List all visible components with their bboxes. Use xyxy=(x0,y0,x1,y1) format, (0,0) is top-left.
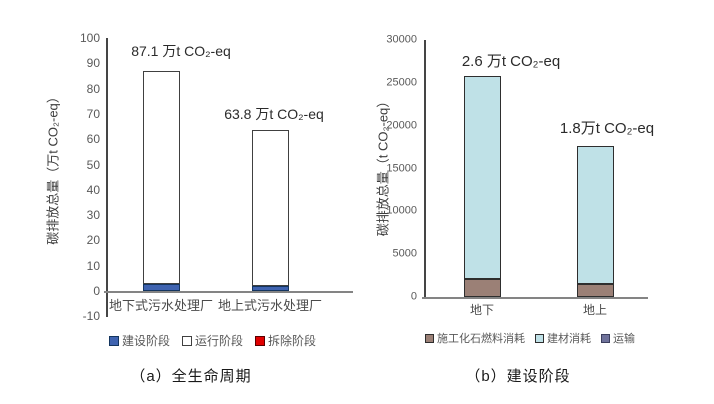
bar-segment-construction-phase xyxy=(251,286,289,291)
y-tick-label: 0 xyxy=(93,284,100,298)
bar-segment-building-materials xyxy=(463,75,501,279)
y-tick-label: 20 xyxy=(86,233,100,248)
y-axis xyxy=(424,40,426,298)
y-tick-label: -10 xyxy=(82,309,100,324)
y-tick-label: 5000 xyxy=(392,247,417,260)
y-axis xyxy=(106,38,108,317)
legend-swatch-building-materials xyxy=(535,333,544,343)
legend-label: 建材消耗 xyxy=(547,333,591,345)
bar-total-label: 87.1 万t CO₂-eq xyxy=(131,43,231,59)
legend-label: 运行阶段 xyxy=(194,334,243,348)
y-tick-label: 40 xyxy=(86,182,100,197)
bar-segment-operation-phase xyxy=(251,129,289,287)
x-category-label: 地下式污水处理厂 xyxy=(108,298,214,313)
y-tick-label: 100 xyxy=(79,31,100,45)
legend-label: 拆除阶段 xyxy=(268,334,317,348)
legend-item-construction-phase: 建设阶段 xyxy=(108,332,170,349)
y-tick-label: 90 xyxy=(86,56,100,71)
left-chart-caption: （a）全生命周期 xyxy=(130,368,252,385)
y-tick-label: 60 xyxy=(86,132,100,147)
chart-legend: 施工化石燃料消耗 建材消耗 运输 xyxy=(410,330,650,346)
bar-segment-construction-phase xyxy=(142,284,180,291)
x-axis xyxy=(422,297,648,299)
x-axis xyxy=(104,291,353,293)
y-tick-label: 80 xyxy=(86,81,100,96)
legend-swatch-transport xyxy=(601,333,610,343)
legend-swatch-demolition-phase xyxy=(255,335,265,346)
bar-total-label: 1.8万t CO₂-eq xyxy=(559,120,655,137)
bar-segment-construction-fossil-fuel xyxy=(463,279,501,297)
legend-swatch-operation-phase xyxy=(181,335,192,346)
x-category-label: 地上 xyxy=(582,303,608,317)
chart-legend: 建设阶段 运行阶段 拆除阶段 xyxy=(85,332,340,349)
x-category-label: 地上式污水处理厂 xyxy=(217,298,323,313)
legend-item-demolition-phase: 拆除阶段 xyxy=(255,332,316,349)
bar-total-label: 2.6 万t CO₂-eq xyxy=(461,53,561,70)
y-tick-label: 25000 xyxy=(386,76,417,89)
legend-swatch-construction-fossil-fuel xyxy=(425,333,434,343)
legend-label: 建设阶段 xyxy=(121,334,170,348)
y-tick-label: 15000 xyxy=(386,162,417,174)
x-category-label: 地下 xyxy=(469,303,495,317)
legend-item-operation-phase: 运行阶段 xyxy=(181,332,243,349)
y-tick-label: 0 xyxy=(410,290,417,303)
bar-segment-operation-phase xyxy=(142,70,180,285)
y-tick-label: 10 xyxy=(86,258,100,273)
legend-label: 施工化石燃料消耗 xyxy=(437,333,525,345)
legend-swatch-construction-phase xyxy=(108,335,119,346)
y-tick-label: 20000 xyxy=(386,119,417,132)
y-tick-label: 50 xyxy=(86,157,100,172)
legend-item-building-materials: 建材消耗 xyxy=(535,330,591,346)
legend-label: 运输 xyxy=(613,333,635,345)
right-chart-caption: （b）建设阶段 xyxy=(465,368,571,385)
legend-item-transport: 运输 xyxy=(601,330,635,346)
y-tick-label: 70 xyxy=(86,106,100,121)
bar-segment-construction-fossil-fuel xyxy=(576,284,614,297)
y-tick-label: 10000 xyxy=(386,204,417,217)
legend-item-construction-fossil-fuel: 施工化石燃料消耗 xyxy=(425,330,525,346)
bar-segment-building-materials xyxy=(576,146,614,285)
bar-total-label: 63.8 万t CO₂-eq xyxy=(224,106,324,122)
y-tick-label: 30 xyxy=(86,208,100,223)
y-tick-label: 30000 xyxy=(386,33,417,46)
